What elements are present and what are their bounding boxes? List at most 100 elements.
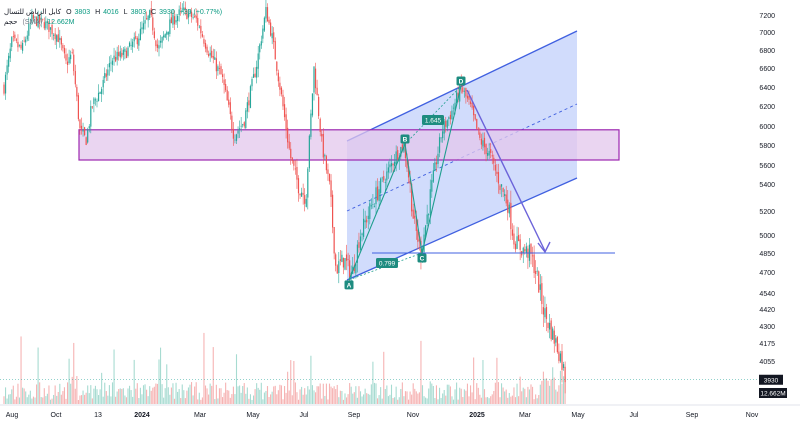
volume-bar [116, 391, 118, 404]
candle-body [335, 254, 337, 266]
volume-bar [63, 387, 65, 404]
pattern-point-marker[interactable] [400, 134, 410, 144]
volume-bar [14, 399, 16, 404]
volume-bar [457, 399, 459, 404]
candle-body [294, 168, 296, 170]
candle-body [409, 178, 411, 184]
volume-bar [327, 399, 329, 404]
pattern-point-marker[interactable] [344, 280, 354, 290]
volume-bar [189, 384, 191, 404]
volume-bar [346, 397, 348, 404]
candle-body [282, 94, 284, 107]
volume-bar [235, 354, 238, 404]
candle-body [449, 114, 451, 120]
ratio-box[interactable] [422, 115, 444, 125]
candle-body [293, 160, 295, 166]
candle-body [497, 172, 500, 184]
candle-body [277, 72, 279, 82]
volume-bar [294, 382, 296, 404]
candle-body [451, 110, 453, 120]
pattern-point-marker[interactable] [417, 253, 427, 263]
pattern-overlay[interactable]: A B C D 1.645 0.799 3930 12.662M [0, 76, 787, 398]
pattern-point-label: C [420, 256, 425, 263]
candle-body [115, 57, 117, 62]
candle-body [97, 92, 100, 101]
volume-bar [381, 398, 383, 404]
candle-body [84, 127, 86, 136]
candle-body [287, 127, 289, 143]
volume-bar [172, 383, 174, 404]
symbol-name: كابل الرياض للتسال [4, 9, 62, 16]
volume-bar [99, 389, 101, 404]
candle-body [564, 366, 566, 383]
candle-body [231, 115, 233, 130]
candle-body [43, 22, 45, 29]
volume-bar [442, 393, 444, 404]
price-tick-label: 6000 [759, 124, 775, 131]
volume-bar [161, 384, 163, 404]
projection-arrow-head[interactable] [537, 241, 551, 254]
volume-bar [39, 382, 41, 404]
volume-bar [279, 384, 281, 404]
volume-bar [513, 387, 515, 404]
candle-body [28, 23, 30, 36]
volume-bar [31, 398, 33, 404]
volume-bar [415, 391, 417, 404]
candle-body [494, 164, 496, 171]
volume-bar [82, 390, 84, 404]
candle-body [361, 233, 363, 236]
price-tick-label: 5200 [759, 209, 775, 216]
volume-bar [274, 385, 276, 404]
candle-body [505, 194, 507, 204]
volume-bar [111, 382, 114, 404]
candle-body [544, 308, 546, 318]
candle-body [53, 34, 55, 36]
volume-bar [229, 397, 231, 404]
candle-body [359, 236, 362, 250]
channel-upper-line[interactable] [346, 30, 578, 142]
volume-bar [17, 383, 19, 404]
volume-bar [527, 386, 529, 404]
ac-ratio-line[interactable] [348, 252, 423, 281]
projection-arrow[interactable] [466, 89, 546, 252]
candle-body [392, 163, 394, 166]
ratio-label: 1.645 [425, 118, 442, 125]
time-tick-label: Aug [6, 412, 19, 419]
change-value: +30 (+0.77%) [179, 9, 223, 16]
drawing-layer[interactable] [78, 30, 620, 281]
volume-bar [9, 394, 11, 404]
abcd-pattern-line[interactable] [348, 85, 462, 281]
volume-bar [411, 394, 413, 404]
candle-body [257, 53, 259, 69]
volume-bar [335, 389, 337, 404]
ratio-box[interactable] [376, 258, 398, 268]
volume-bar [42, 397, 44, 404]
candle-body [87, 129, 89, 143]
volume-bar [218, 388, 220, 404]
candle-body [477, 128, 479, 130]
candle-body [296, 166, 298, 180]
candle-body [85, 137, 87, 146]
candle-body [9, 48, 11, 59]
pattern-point-marker[interactable] [456, 76, 466, 86]
candle-body [518, 235, 520, 242]
volume-bar [284, 386, 286, 404]
resistance-zone[interactable] [78, 129, 620, 161]
volume-bar [471, 392, 473, 404]
candle-body [25, 39, 27, 43]
open-label: O [66, 9, 72, 16]
volume-bar [204, 385, 207, 404]
candle-body [339, 259, 341, 261]
volume-bar [287, 371, 289, 404]
candle-body [466, 95, 469, 99]
volume-bar [40, 397, 42, 404]
candle-body [372, 204, 374, 206]
volume-bar [155, 383, 157, 404]
candle-body [149, 10, 151, 19]
volume-bar [22, 387, 24, 404]
candle-body [59, 37, 61, 41]
candle-body [304, 195, 306, 204]
candle-body [510, 202, 512, 230]
volume-bar [321, 398, 323, 404]
